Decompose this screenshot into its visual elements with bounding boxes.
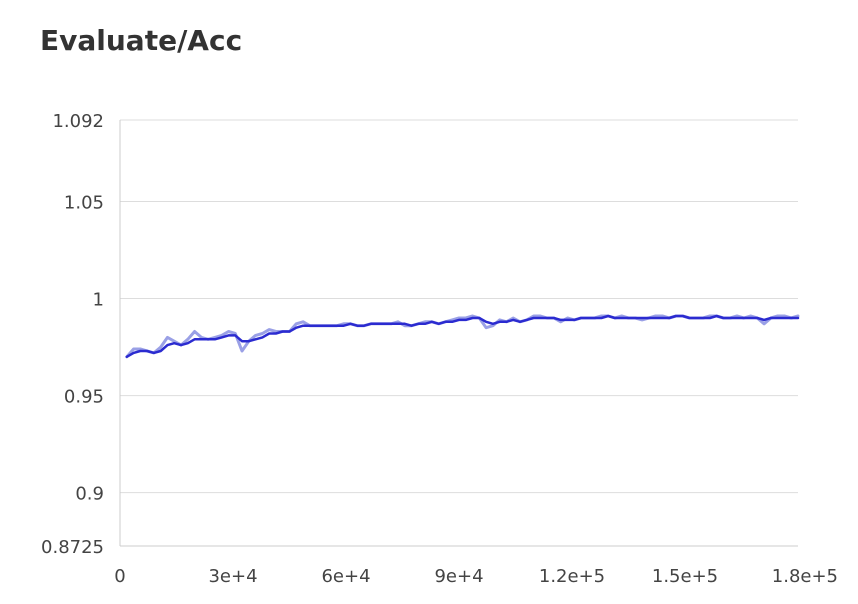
x-tick-label: 6e+4 [321,566,370,587]
y-tick-label: 1.05 [64,193,104,214]
y-tick-label: 0.95 [64,387,104,408]
y-tick-label: 1 [93,290,104,311]
y-tick-labels: 1.092 1.05 1 0.95 0.9 0.8725 [41,111,104,558]
axes [119,120,798,547]
y-tick-label: 0.9 [75,484,104,505]
chart-title: Evaluate/Acc [40,24,243,57]
x-tick-label: 9e+4 [434,566,483,587]
x-tick-label: 1.8e+5 [772,566,838,587]
y-tick-label: 1.092 [52,111,104,132]
y-tick-label: 0.8725 [41,537,104,558]
series-lines [125,314,800,359]
series-smoothed-line [125,314,800,359]
x-tick-labels: 0 3e+4 6e+4 9e+4 1.2e+5 1.5e+5 1.8e+5 [114,566,838,587]
x-tick-label: 3e+4 [208,566,257,587]
x-tick-label: 1.5e+5 [652,566,718,587]
x-tick-label: 1.2e+5 [539,566,605,587]
gridlines [120,119,798,494]
x-tick-label: 0 [114,566,125,587]
